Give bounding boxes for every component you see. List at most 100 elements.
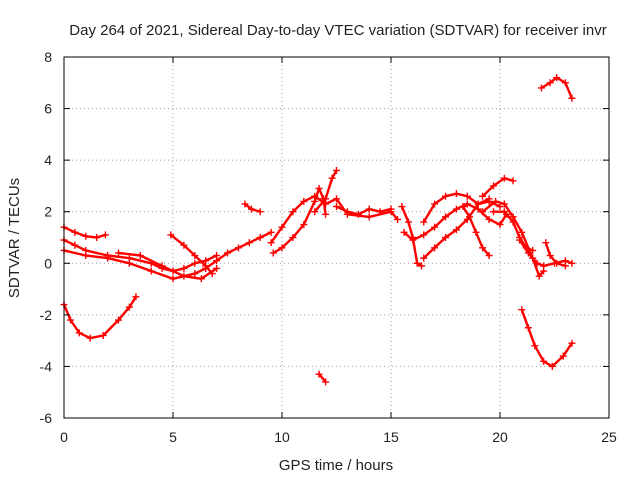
y-tick-label: -4 (40, 358, 53, 374)
data-series (60, 74, 576, 386)
data-point (472, 228, 480, 236)
data-point (169, 275, 177, 283)
data-point (202, 262, 210, 270)
data-point (322, 195, 330, 203)
data-point (465, 213, 473, 221)
chart-title: Day 264 of 2021, Sidereal Day-to-day VTE… (69, 22, 606, 39)
series-track-10 (313, 169, 338, 213)
series-track-08 (269, 194, 399, 244)
data-point (180, 272, 188, 280)
data-point (474, 200, 482, 208)
data-point (136, 252, 144, 260)
data-point (546, 252, 554, 260)
data-point (289, 234, 297, 241)
data-point (485, 252, 493, 260)
data-point (394, 215, 402, 223)
data-point (431, 200, 439, 208)
data-point (180, 241, 188, 249)
data-point (311, 208, 319, 216)
data-point (518, 228, 526, 236)
data-point (500, 200, 508, 208)
data-point (101, 231, 109, 239)
y-axis-label: SDTVAR / TECUs (6, 178, 23, 298)
data-point (333, 166, 340, 174)
x-axis-label: GPS time / hours (279, 457, 393, 474)
data-point (241, 200, 249, 208)
data-point (500, 174, 508, 182)
data-point (431, 223, 439, 231)
data-point (104, 254, 112, 262)
data-point (463, 200, 471, 208)
data-point (561, 262, 569, 270)
data-point (479, 208, 487, 216)
data-point (328, 174, 336, 182)
data-point (409, 236, 417, 244)
data-point (452, 205, 460, 213)
y-tick-label: 0 (44, 255, 52, 271)
data-point (256, 234, 264, 241)
data-point (278, 244, 286, 252)
data-point (442, 192, 449, 200)
data-point (524, 249, 532, 257)
data-point (213, 264, 221, 272)
y-tick-label: -2 (40, 307, 53, 323)
data-point (71, 228, 79, 236)
data-point (191, 270, 199, 278)
series-track-19 (481, 200, 545, 278)
data-point (333, 203, 340, 211)
series-track-05 (62, 295, 138, 340)
data-point (278, 223, 286, 231)
series-track-23 (520, 308, 574, 368)
ticks: 0 5 10 15 20 25 -6 -4 -2 0 2 4 6 8 (40, 49, 617, 445)
series-track-03 (62, 231, 273, 280)
series-track-09 (272, 187, 327, 255)
data-point (404, 218, 412, 226)
data-point (354, 210, 362, 218)
data-point (197, 275, 205, 283)
data-point (289, 208, 297, 216)
data-point (267, 228, 275, 236)
data-point (531, 342, 539, 350)
data-point (387, 205, 395, 213)
series-track-07 (243, 202, 262, 213)
data-point (540, 357, 548, 365)
series-track-12 (317, 373, 327, 384)
data-point (537, 84, 545, 92)
data-point (479, 192, 487, 200)
data-point (546, 79, 554, 87)
data-point (269, 249, 277, 257)
data-point (245, 239, 253, 247)
series-track-18 (481, 176, 515, 198)
data-point (561, 79, 569, 87)
x-tick-label: 5 (169, 429, 177, 445)
data-point (147, 267, 155, 275)
data-point (213, 257, 221, 265)
data-point (115, 316, 122, 324)
data-point (540, 262, 548, 270)
data-point (300, 197, 308, 205)
data-point (311, 197, 319, 205)
data-point (99, 331, 107, 339)
data-point (548, 362, 556, 370)
plot-frame (63, 56, 610, 419)
data-point (322, 378, 330, 386)
data-point (180, 264, 188, 272)
data-point (463, 192, 471, 200)
data-point (542, 239, 550, 247)
data-point (518, 306, 526, 314)
data-point (115, 249, 122, 257)
data-point (86, 334, 94, 342)
x-tick-label: 0 (60, 429, 68, 445)
data-point (489, 208, 497, 216)
data-point (322, 210, 330, 218)
data-point (365, 205, 373, 213)
series-track-04 (117, 251, 218, 280)
data-point (300, 221, 308, 229)
y-tick-label: 6 (44, 101, 52, 117)
data-point (485, 195, 493, 203)
data-point (568, 339, 576, 347)
data-point (158, 262, 166, 270)
series-track-22 (544, 241, 567, 268)
data-point (343, 208, 351, 216)
